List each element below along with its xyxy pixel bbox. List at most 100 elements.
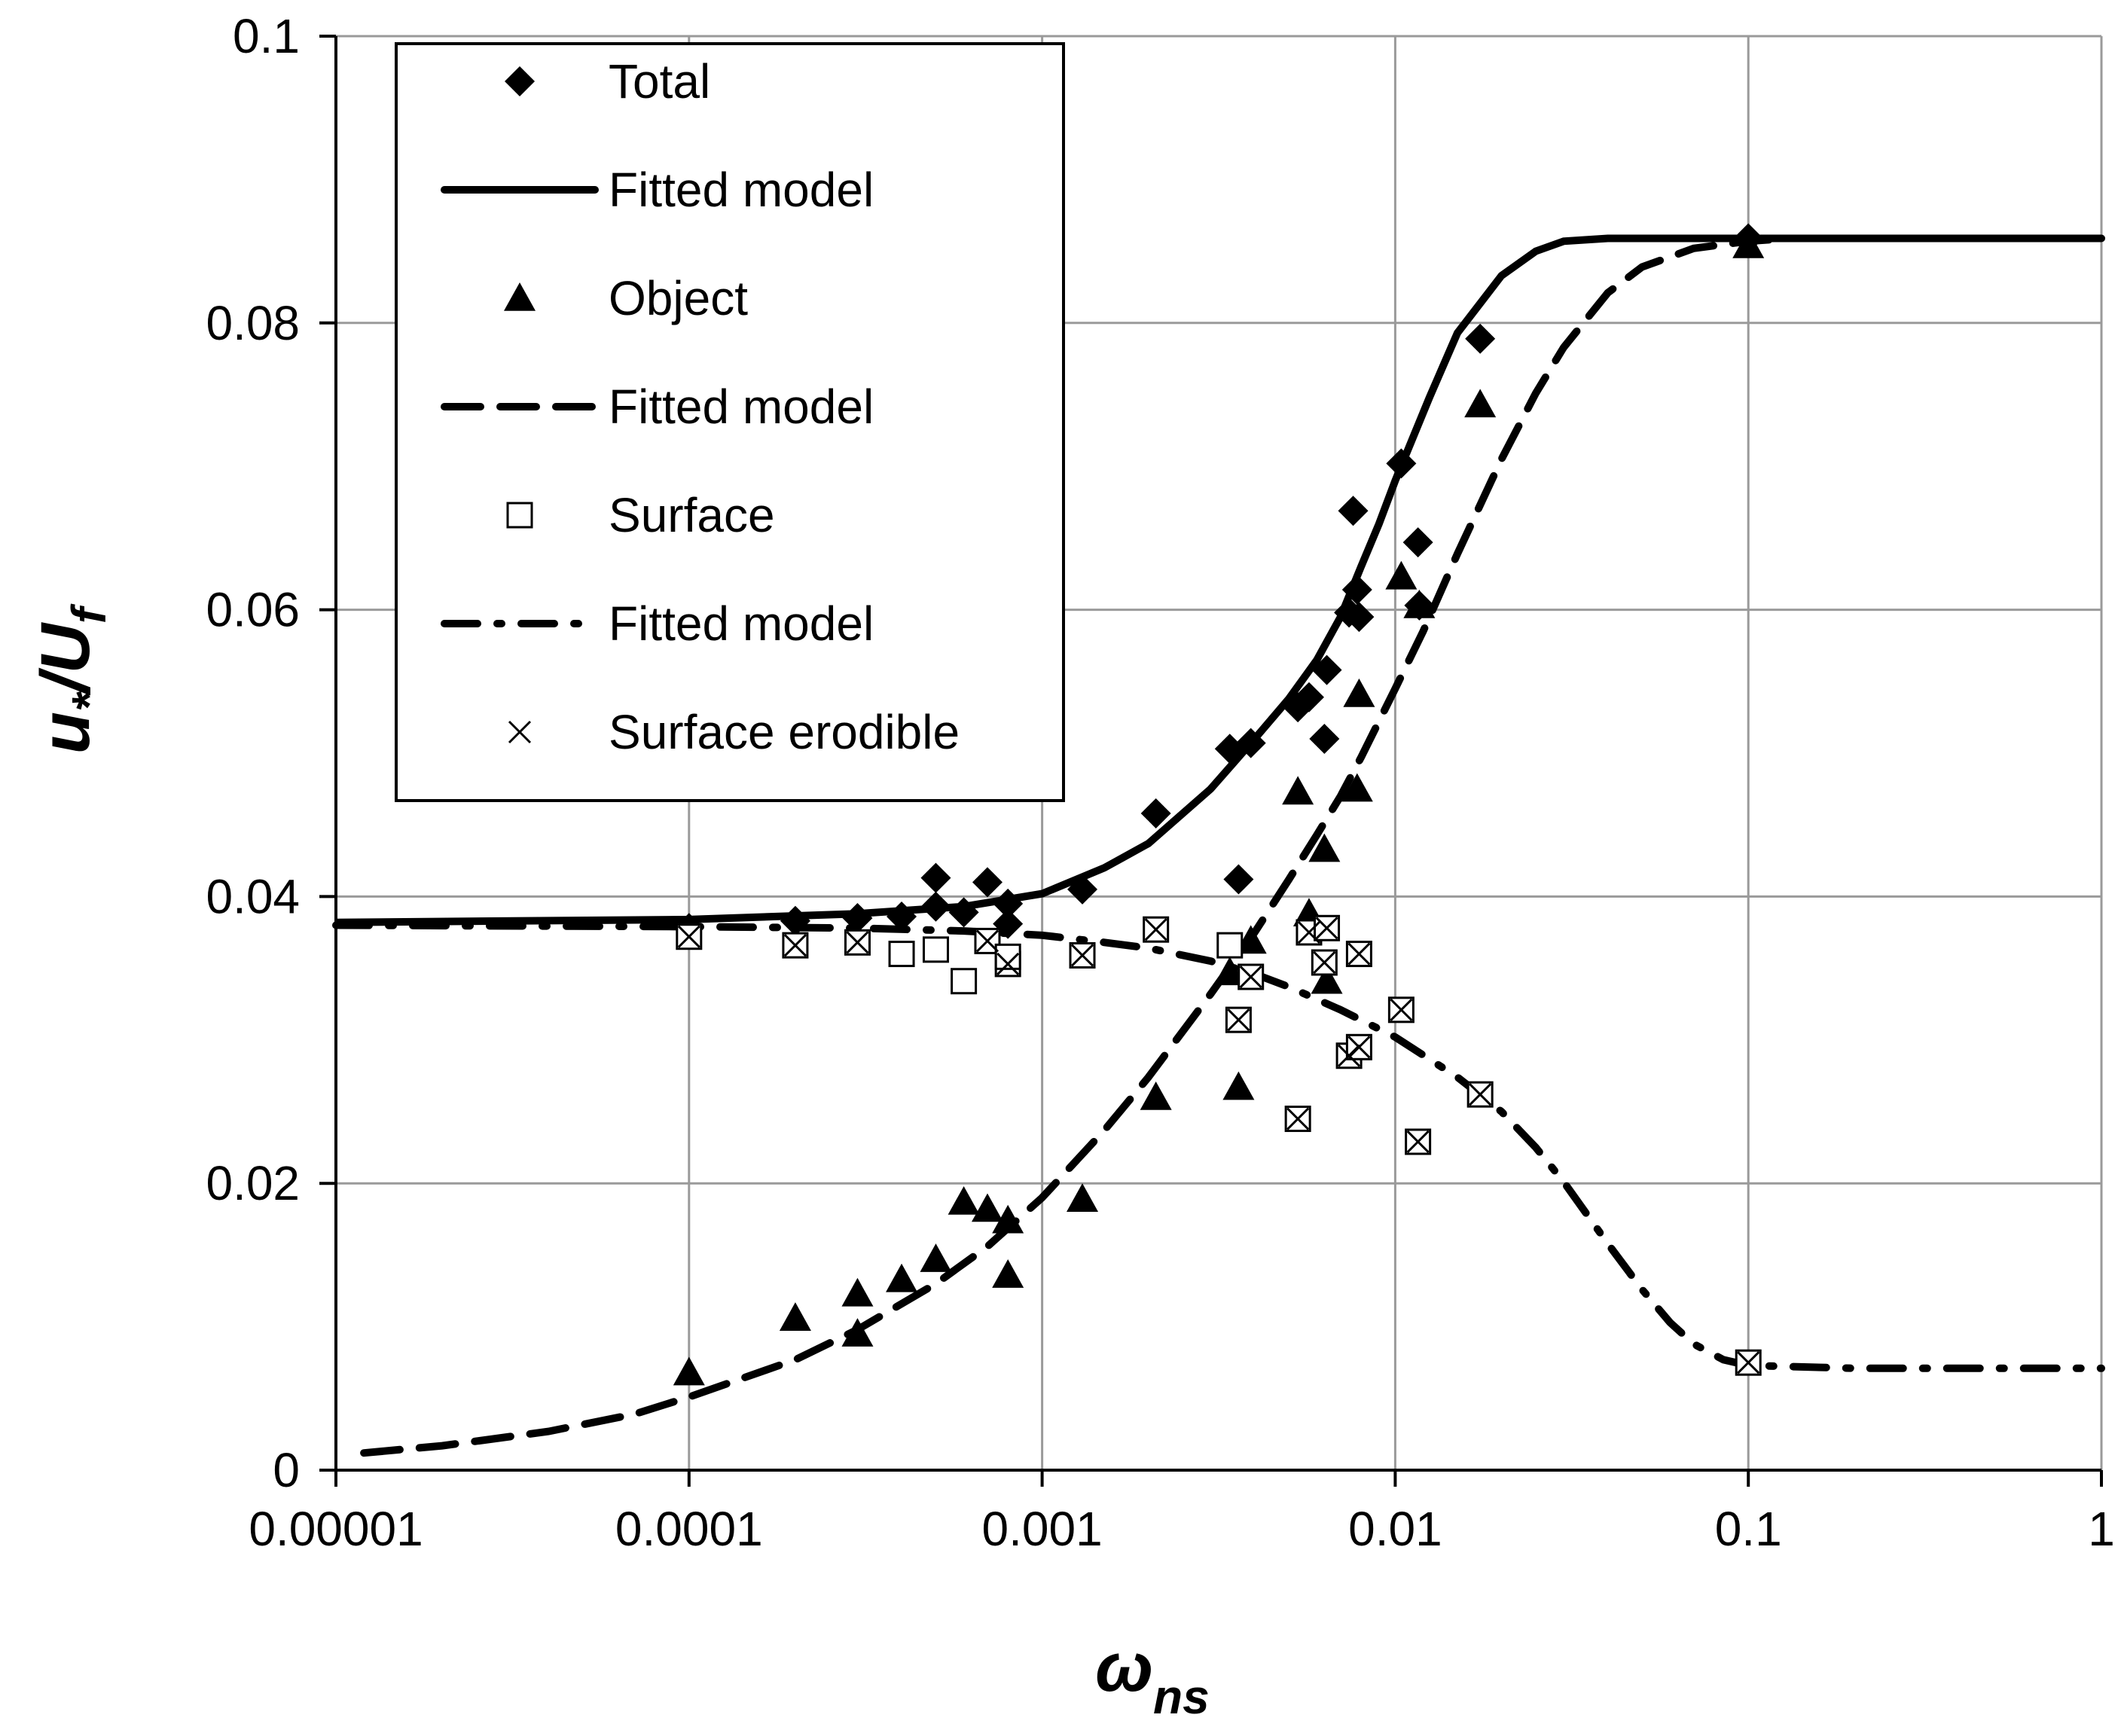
surface-erodible-point — [1469, 1083, 1492, 1106]
object-point — [992, 1259, 1024, 1288]
object-point — [1343, 678, 1375, 707]
total-point — [920, 891, 951, 922]
surface-erodible-point — [996, 952, 1020, 975]
total-point — [1311, 654, 1342, 685]
legend-label: Surface — [609, 488, 775, 542]
surface-erodible-point — [783, 934, 807, 957]
total-point — [1140, 798, 1171, 828]
surface-erodible-point — [1347, 942, 1371, 966]
total-point — [920, 862, 951, 893]
x-tick-label: 1 — [2088, 1502, 2115, 1556]
fitted-model-dash-line — [360, 234, 2105, 1457]
x-tick-label: 0.1 — [1715, 1502, 1782, 1556]
legend-triangle-symbol — [504, 282, 536, 311]
object-point — [1385, 560, 1418, 590]
object-point — [1403, 589, 1436, 618]
surface-erodible-point — [1070, 944, 1094, 967]
surface-erodible-point — [1286, 1107, 1310, 1130]
data-points — [673, 223, 1765, 1386]
y-tick-label: 0 — [273, 1443, 300, 1497]
y-tick-label: 0.02 — [206, 1156, 300, 1210]
surface-erodible-point — [1315, 917, 1338, 940]
legend-label: Fitted model — [609, 596, 874, 651]
surface-erodible-point — [1144, 918, 1167, 941]
surface-erodible-point — [1297, 920, 1321, 944]
surface-point — [951, 968, 978, 995]
legend-diamond-symbol — [505, 66, 535, 96]
surface-point — [1216, 932, 1244, 959]
total-point — [842, 902, 873, 933]
total-point — [1223, 864, 1254, 895]
total-point — [1293, 682, 1324, 712]
total-point — [1338, 496, 1369, 526]
total-point — [1386, 448, 1417, 479]
object-point — [1282, 776, 1314, 805]
object-point — [948, 1185, 980, 1215]
total-point — [1235, 728, 1266, 758]
object-point — [841, 1277, 874, 1307]
legend-square-symbol — [506, 502, 533, 529]
object-point — [1311, 965, 1343, 994]
y-axis-label: u*/Uf — [27, 603, 116, 754]
x-tick-label: 0.0001 — [615, 1502, 763, 1556]
object-point — [1732, 229, 1765, 258]
legend-label: Object — [609, 271, 748, 325]
surface-erodible-point — [1406, 1130, 1430, 1154]
y-tick-label: 0.08 — [206, 296, 300, 350]
legend-box — [395, 42, 1065, 802]
object-point — [1341, 773, 1373, 802]
surface-erodible-point — [1347, 1036, 1371, 1059]
total-point — [887, 902, 917, 932]
surface-erodible-point — [1390, 998, 1413, 1021]
total-point — [1402, 527, 1433, 558]
x-tick-label: 0.00001 — [249, 1502, 423, 1556]
x-axis-label: ωns — [1095, 1629, 1209, 1724]
object-point — [1067, 1183, 1099, 1212]
total-point — [780, 905, 810, 936]
total-point — [1067, 874, 1098, 905]
total-point — [948, 897, 979, 928]
object-point — [1140, 1081, 1172, 1110]
object-point — [779, 1302, 811, 1331]
object-point — [1308, 833, 1341, 862]
total-point — [1341, 574, 1372, 605]
surface-erodible-point — [846, 931, 869, 954]
total-point — [1465, 323, 1496, 354]
surface-point — [888, 941, 915, 968]
legend-label: Surface erodible — [609, 705, 960, 759]
surface-erodible-point — [1239, 965, 1262, 989]
surface-erodible-point — [677, 925, 700, 948]
object-point — [1464, 389, 1497, 418]
surface-point — [922, 936, 949, 963]
total-point — [972, 867, 1003, 898]
object-point — [992, 1204, 1024, 1234]
axes — [319, 35, 2103, 1487]
object-point — [673, 1356, 705, 1386]
tick-labels: 0.00001 0.0001 0.001 0.01 0.1 1 0 0.02 0.04 0.06 0… — [206, 9, 2114, 1556]
surface-erodible-point — [1313, 950, 1336, 975]
x-tick-label: 0.01 — [1348, 1502, 1442, 1556]
total-point — [1214, 734, 1245, 764]
total-point — [993, 888, 1024, 919]
surface-erodible-point — [975, 929, 999, 953]
legend: Total Fitted model Object Fitted model Surfa… — [395, 42, 1065, 802]
object-point — [1222, 1071, 1255, 1100]
y-tick-label: 0.06 — [206, 583, 300, 637]
legend-label: Fitted model — [609, 380, 874, 434]
object-point — [971, 1193, 1003, 1222]
x-tick-label: 0.001 — [982, 1502, 1103, 1556]
object-point — [841, 1318, 874, 1347]
y-tick-label: 0.1 — [233, 9, 300, 63]
legend-items: Total Fitted model Object Fitted model Surfa… — [441, 54, 960, 759]
legend-label: Total — [609, 54, 710, 108]
y-tick-label: 0.04 — [206, 869, 300, 923]
object-point — [886, 1263, 918, 1292]
surface-erodible-point — [1227, 1008, 1250, 1032]
legend-label: Fitted model — [609, 163, 874, 217]
object-point — [920, 1243, 952, 1272]
total-point — [1309, 723, 1340, 754]
total-point — [1344, 602, 1375, 633]
surface-erodible-point — [1737, 1351, 1760, 1374]
fitted-model-dashdot-line — [332, 921, 2105, 1372]
